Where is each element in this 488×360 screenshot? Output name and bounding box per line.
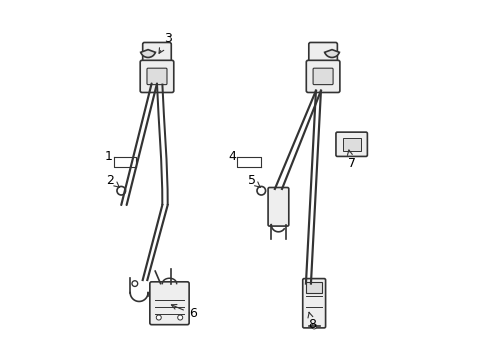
Circle shape bbox=[257, 186, 265, 195]
Circle shape bbox=[177, 315, 183, 320]
Text: 5: 5 bbox=[247, 174, 260, 188]
Circle shape bbox=[311, 324, 316, 329]
FancyBboxPatch shape bbox=[305, 282, 322, 293]
FancyBboxPatch shape bbox=[335, 132, 366, 157]
FancyBboxPatch shape bbox=[149, 282, 189, 325]
Text: 6: 6 bbox=[171, 305, 196, 320]
Text: 7: 7 bbox=[346, 150, 355, 170]
FancyBboxPatch shape bbox=[305, 60, 339, 93]
FancyBboxPatch shape bbox=[312, 68, 332, 85]
Circle shape bbox=[156, 315, 161, 320]
Text: 8: 8 bbox=[307, 312, 316, 331]
Text: 3: 3 bbox=[159, 32, 171, 53]
FancyBboxPatch shape bbox=[142, 42, 171, 64]
FancyBboxPatch shape bbox=[342, 138, 360, 151]
FancyBboxPatch shape bbox=[147, 68, 166, 85]
Text: 4: 4 bbox=[227, 150, 235, 163]
Wedge shape bbox=[141, 50, 155, 58]
Circle shape bbox=[117, 186, 125, 195]
Circle shape bbox=[132, 281, 138, 287]
Text: 1: 1 bbox=[104, 150, 112, 163]
FancyBboxPatch shape bbox=[308, 42, 337, 64]
FancyBboxPatch shape bbox=[302, 279, 325, 328]
Text: 2: 2 bbox=[106, 174, 119, 187]
Wedge shape bbox=[324, 50, 339, 58]
FancyBboxPatch shape bbox=[267, 188, 288, 226]
FancyBboxPatch shape bbox=[140, 60, 173, 93]
